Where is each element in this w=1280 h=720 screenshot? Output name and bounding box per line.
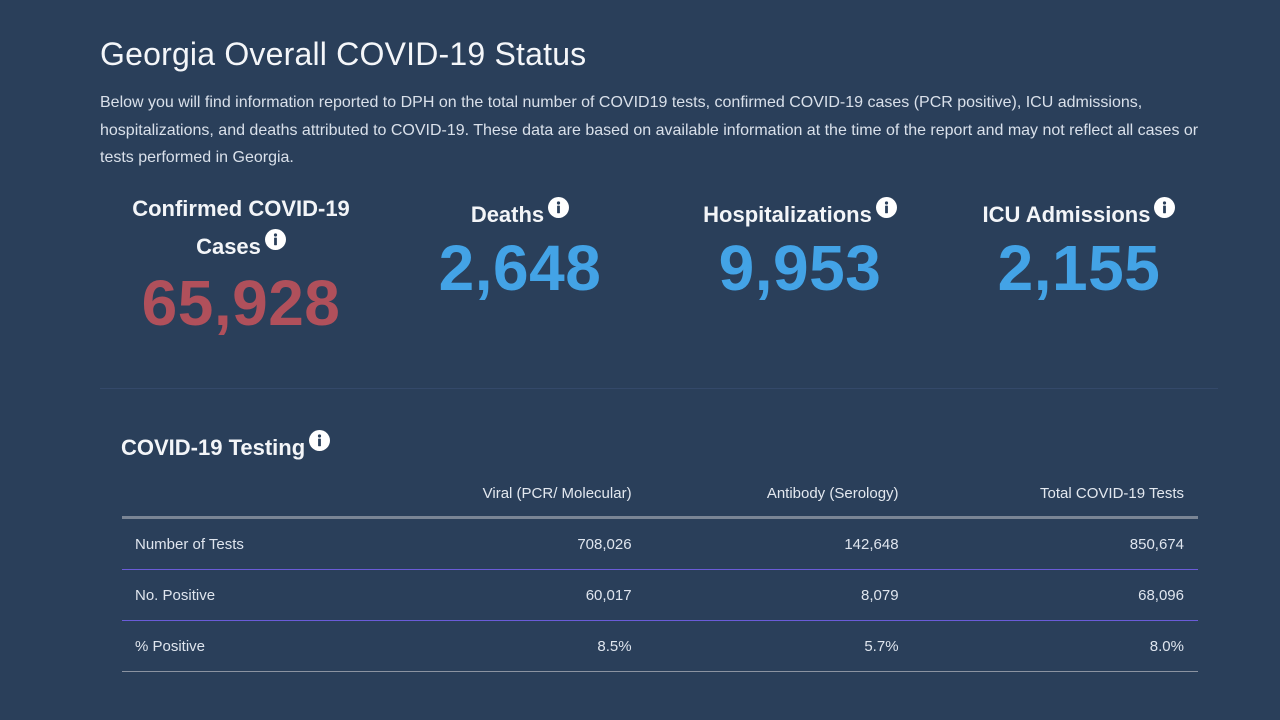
row-label: No. Positive: [122, 569, 367, 621]
stat-label-hosp-row: Hospitalizations: [690, 194, 910, 232]
table-row: % Positive 8.5% 5.7% 8.0%: [122, 620, 1198, 672]
cell-total: 8.0%: [912, 620, 1198, 672]
table-row: Number of Tests 708,026 142,648 850,674: [122, 517, 1198, 570]
info-icon[interactable]: [264, 226, 286, 250]
info-icon[interactable]: [548, 194, 570, 218]
stat-label-deaths: Deaths: [470, 202, 545, 227]
stat-label-cases-row: Cases: [118, 226, 364, 264]
stat-label-hospitalizations: Hospitalizations: [703, 202, 872, 227]
cell-viral: 8.5%: [366, 620, 646, 672]
cell-antibody: 8,079: [645, 569, 913, 621]
info-icon[interactable]: [875, 194, 897, 218]
testing-section-title: COVID-19 Testing: [121, 430, 331, 461]
row-label: Number of Tests: [122, 517, 367, 570]
testing-table: Viral (PCR/ Molecular) Antibody (Serolog…: [122, 470, 1198, 672]
stat-value-hospitalizations: 9,953: [718, 232, 882, 304]
stat-value-cases: 65,928: [141, 267, 341, 339]
cell-antibody: 142,648: [645, 517, 913, 570]
row-label: % Positive: [122, 620, 367, 672]
column-header-label: [122, 470, 367, 519]
cell-viral: 60,017: [366, 569, 646, 621]
column-header-viral: Viral (PCR/ Molecular): [366, 470, 646, 519]
stat-deaths: Deaths 2,648: [420, 194, 620, 303]
stat-label-icu-row: ICU Admissions: [968, 194, 1190, 232]
column-header-antibody: Antibody (Serology): [645, 470, 913, 519]
stat-confirmed-cases: Confirmed COVID-19 Cases 65,928: [118, 192, 364, 338]
cell-viral: 708,026: [366, 517, 646, 570]
info-icon[interactable]: [1154, 194, 1176, 218]
stat-label-icu: ICU Admissions: [982, 202, 1151, 227]
page-description: Below you will find information reported…: [100, 94, 1199, 166]
testing-title: COVID-19 Testing: [121, 435, 306, 460]
cell-total: 68,096: [912, 569, 1198, 621]
stat-value-icu: 2,155: [997, 232, 1161, 304]
stat-icu-admissions: ICU Admissions 2,155: [968, 194, 1190, 303]
page-title: Georgia Overall COVID-19 Status: [100, 36, 587, 72]
cell-total: 850,674: [912, 517, 1198, 570]
column-header-total: Total COVID-19 Tests: [912, 470, 1198, 519]
table-row: No. Positive 60,017 8,079 68,096: [122, 569, 1198, 621]
section-divider: [100, 388, 1218, 389]
cell-antibody: 5.7%: [645, 620, 913, 672]
stat-label-cases-line1: Confirmed COVID-19: [132, 196, 350, 221]
table-header-row: Viral (PCR/ Molecular) Antibody (Serolog…: [122, 470, 1198, 519]
stat-hospitalizations: Hospitalizations 9,953: [690, 194, 910, 303]
info-icon[interactable]: [309, 430, 331, 451]
stat-label-cases-line2: Cases: [196, 234, 261, 259]
stat-value-deaths: 2,648: [438, 232, 602, 304]
stat-label-deaths-row: Deaths: [420, 194, 620, 232]
